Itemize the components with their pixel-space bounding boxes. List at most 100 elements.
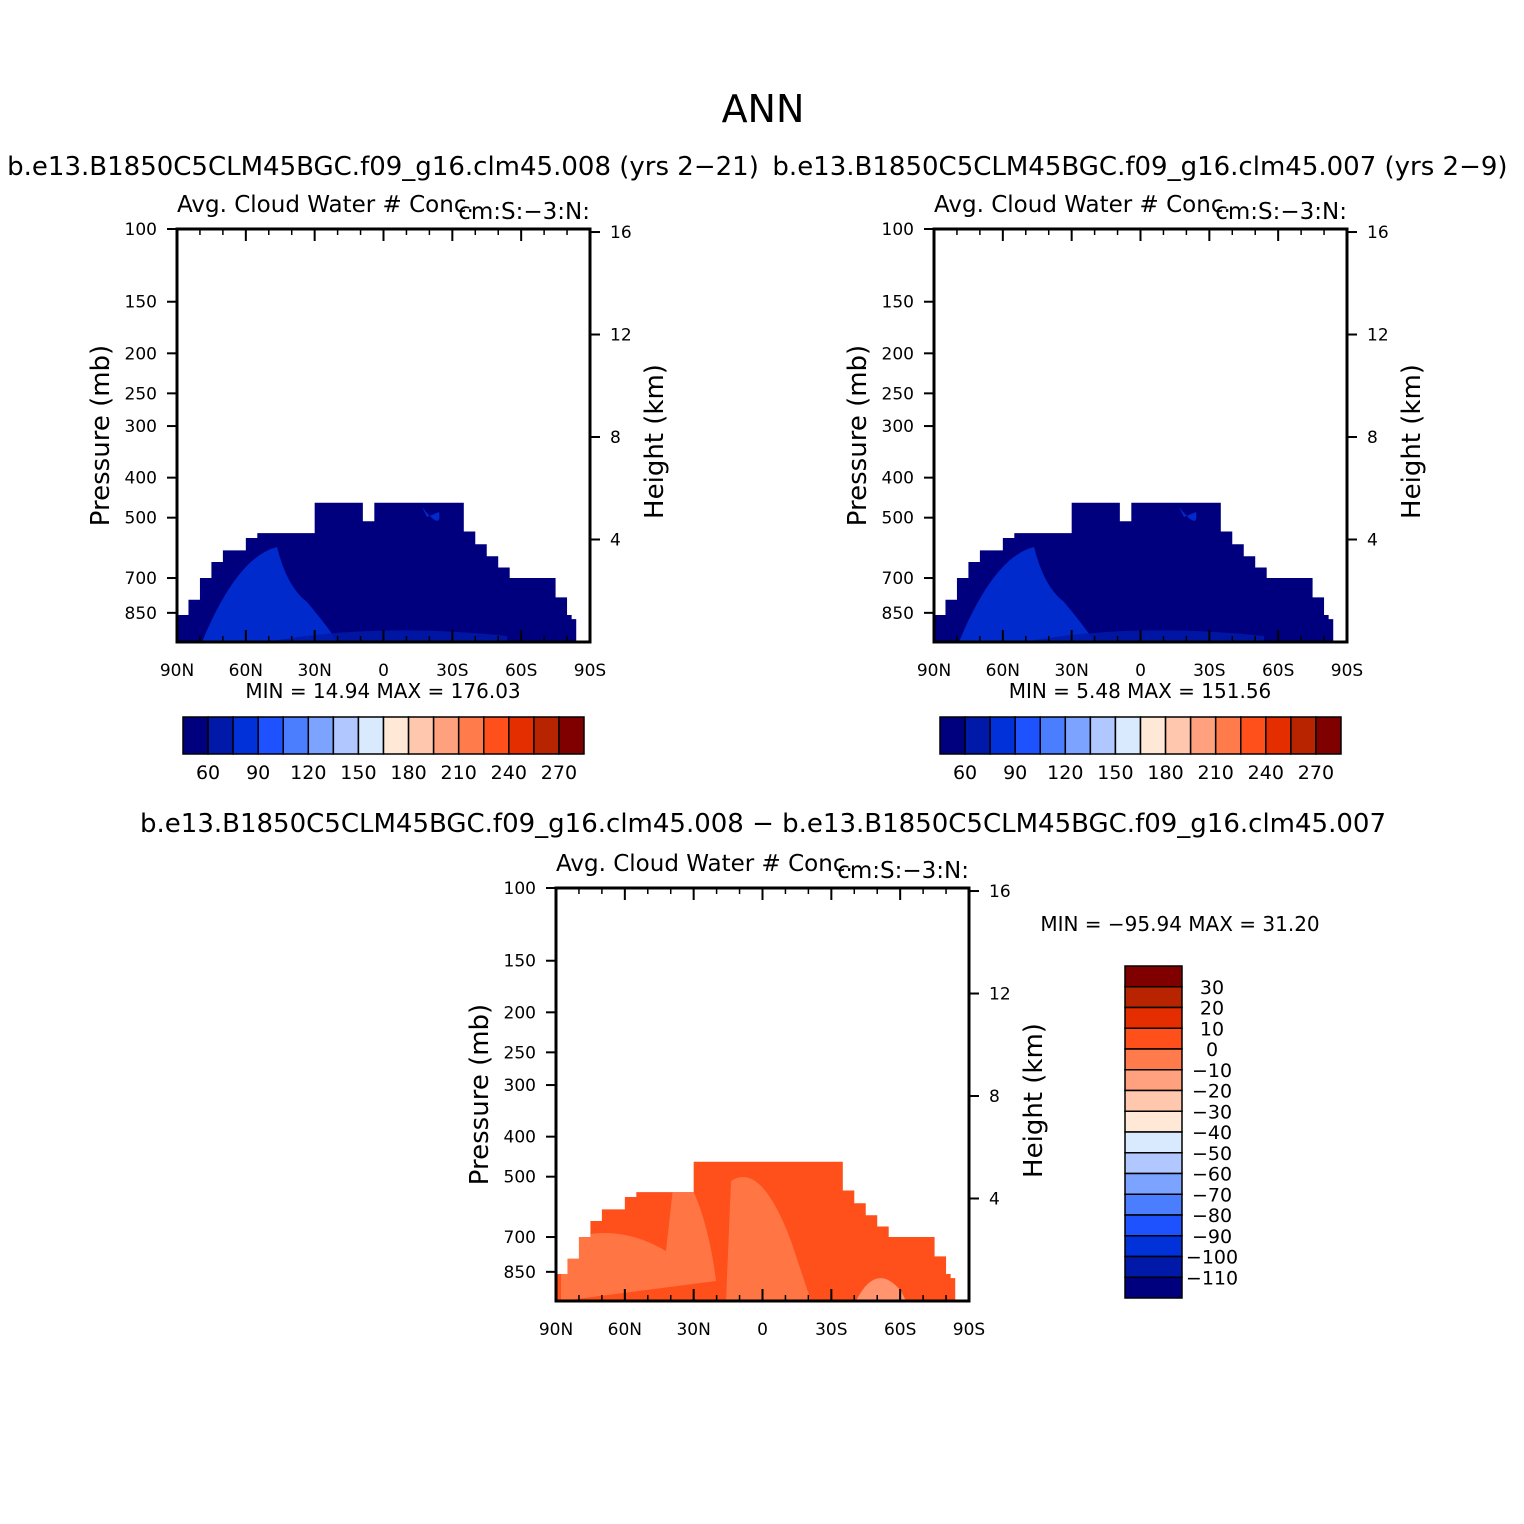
- y-right-tick-label: 4: [1367, 531, 1378, 551]
- y-right-axis-title: Height (km): [640, 364, 670, 519]
- x-tick-label: 30S: [815, 1320, 847, 1340]
- y-tick-label: 300: [504, 1076, 536, 1096]
- variable-title: Avg. Cloud Water # Conc.: [934, 192, 1231, 218]
- colorbar-label: −20: [1192, 1081, 1232, 1103]
- x-tick-label: 0: [378, 661, 389, 681]
- colorbar-box: [232, 716, 259, 755]
- colorbar-label: 120: [1047, 762, 1083, 784]
- colorbar-box: [1124, 1172, 1183, 1195]
- colorbar-box: [1124, 1089, 1183, 1112]
- colorbar-box: [1039, 716, 1067, 755]
- colorbar-box: [1124, 1048, 1183, 1071]
- colorbar-label: 10: [1200, 1018, 1224, 1040]
- panels: b.e13.B1850C5CLM45BGC.f09_g16.clm45.008 …: [7, 152, 1507, 1340]
- field-patch: [959, 547, 1094, 642]
- units-label: cm:S:−3:N:: [837, 858, 969, 884]
- colorbar-box: [1124, 1276, 1183, 1299]
- y-tick-label: 200: [125, 344, 157, 364]
- y-tick-label: 700: [125, 569, 157, 589]
- colorbar-label: 270: [541, 762, 577, 784]
- y-tick-label: 100: [504, 879, 536, 899]
- colorbar-label: 240: [1248, 762, 1284, 784]
- x-tick-label: 60N: [608, 1320, 642, 1340]
- field-area: [934, 502, 1334, 642]
- panel-2: b.e13.B1850C5CLM45BGC.f09_g16.clm45.007 …: [772, 152, 1507, 784]
- colorbar-box: [182, 716, 209, 755]
- colorbar-box: [1124, 1110, 1183, 1133]
- colorbar-label: −70: [1192, 1184, 1232, 1206]
- field-patch: [561, 1161, 716, 1301]
- colorbar-label: −80: [1192, 1205, 1232, 1227]
- colorbar-box: [407, 716, 435, 755]
- case-title: b.e13.B1850C5CLM45BGC.f09_g16.clm45.008 …: [7, 152, 759, 182]
- colorbar-box: [558, 716, 585, 755]
- y-right-tick-label: 12: [610, 326, 632, 346]
- x-tick-label: 30N: [1054, 661, 1088, 681]
- y-tick-label: 150: [504, 952, 536, 972]
- y-axis-title: Pressure (mb): [843, 345, 873, 526]
- field-patch: [267, 630, 507, 642]
- y-tick-label: 500: [504, 1168, 536, 1188]
- colorbar-label: 0: [1206, 1039, 1218, 1061]
- x-tick-label: 60N: [986, 661, 1020, 681]
- field-patch: [422, 507, 440, 521]
- colorbar-label: 60: [953, 762, 977, 784]
- field-patch: [726, 1177, 811, 1301]
- colorbar-label: 210: [1198, 762, 1234, 784]
- colorbar-label: 30: [1200, 977, 1224, 999]
- x-tick-label: 30S: [436, 661, 468, 681]
- colorbar-box: [1089, 716, 1117, 755]
- y-right-tick-label: 12: [1367, 326, 1389, 346]
- colorbar-box: [1124, 1255, 1183, 1278]
- x-tick-label: 90S: [1331, 661, 1363, 681]
- colorbar-box: [533, 716, 560, 755]
- colorbar-box: [1124, 1193, 1183, 1216]
- x-tick-label: 30N: [676, 1320, 710, 1340]
- colorbar-label: 210: [441, 762, 477, 784]
- colorbar-box: [1290, 716, 1317, 755]
- colorbar-label: 240: [491, 762, 527, 784]
- y-right-tick-label: 4: [989, 1190, 1000, 1210]
- colorbar-label: 120: [290, 762, 326, 784]
- colorbar-label: 150: [340, 762, 376, 784]
- x-tick-label: 90N: [539, 1320, 573, 1340]
- y-right-tick-label: 16: [989, 882, 1011, 902]
- case-title: b.e13.B1850C5CLM45BGC.f09_g16.clm45.007 …: [772, 152, 1507, 182]
- field-area: [556, 1161, 956, 1301]
- figure-title: ANN: [722, 87, 805, 131]
- colorbar: 60 90 120 150 180 210 240 270: [182, 716, 585, 784]
- y-tick-label: 150: [882, 293, 914, 313]
- colorbar-box: [1124, 1027, 1183, 1050]
- colorbar-label: −60: [1192, 1164, 1232, 1186]
- colorbar-box: [939, 716, 966, 755]
- colorbar-box: [1014, 716, 1041, 755]
- x-tick-label: 0: [1135, 661, 1146, 681]
- colorbar-box: [1214, 716, 1242, 755]
- colorbar-box: [1240, 716, 1267, 755]
- y-tick-label: 850: [125, 604, 157, 624]
- y-right-axis-title: Height (km): [1397, 364, 1427, 519]
- case-title: b.e13.B1850C5CLM45BGC.f09_g16.clm45.008 …: [140, 809, 1386, 839]
- colorbar-label: −90: [1192, 1226, 1232, 1248]
- y-tick-label: 850: [504, 1263, 536, 1283]
- panel-3: b.e13.B1850C5CLM45BGC.f09_g16.clm45.008 …: [140, 809, 1386, 1340]
- min-max-label: MIN = 14.94 MAX = 176.03: [245, 679, 520, 703]
- y-tick-label: 200: [504, 1003, 536, 1023]
- colorbar-label: −10: [1192, 1060, 1232, 1082]
- y-right-tick-label: 8: [989, 1087, 1000, 1107]
- colorbar-box: [307, 716, 335, 755]
- colorbar-label: 60: [196, 762, 220, 784]
- y-tick-label: 150: [125, 293, 157, 313]
- colorbar-box: [1124, 1131, 1183, 1154]
- y-axis-title: Pressure (mb): [465, 1004, 495, 1185]
- y-tick-label: 400: [504, 1128, 536, 1148]
- x-tick-label: 60S: [1262, 661, 1294, 681]
- colorbar-box: [1189, 716, 1217, 755]
- x-tick-label: 60S: [505, 661, 537, 681]
- y-tick-label: 100: [882, 220, 914, 240]
- y-tick-label: 250: [882, 384, 914, 404]
- x-tick-label: 30N: [297, 661, 331, 681]
- colorbar-label: −100: [1186, 1247, 1238, 1269]
- colorbar-box: [382, 716, 410, 755]
- y-right-tick-label: 4: [610, 531, 621, 551]
